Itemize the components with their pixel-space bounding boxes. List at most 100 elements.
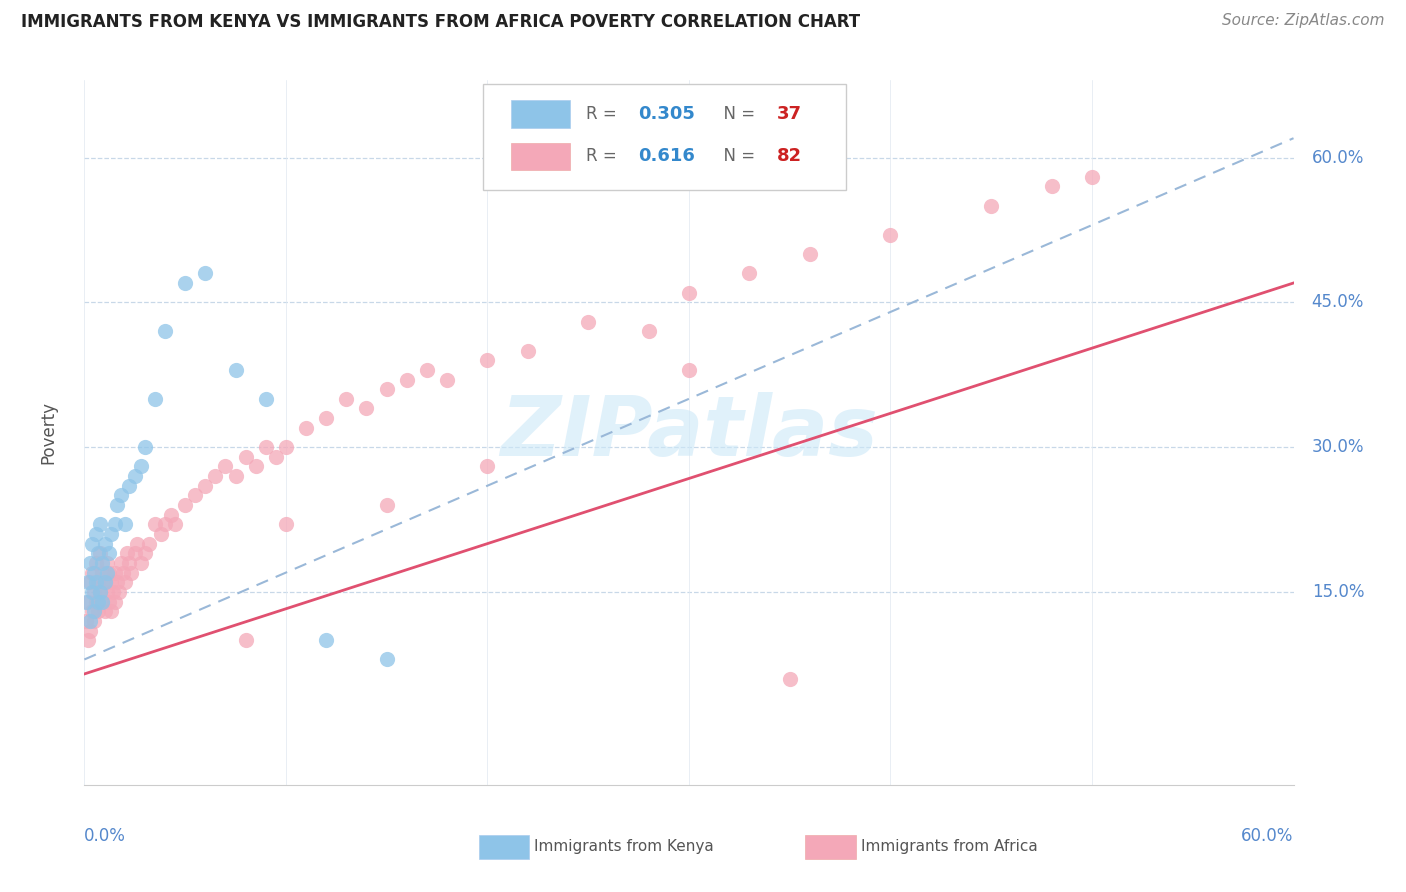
Point [134,440,156,454]
Point [79,556,101,570]
Text: Poverty: Poverty [39,401,58,464]
Point [738,266,761,280]
Point [91,556,114,570]
Point [225,469,247,483]
Point [235,633,257,648]
Text: 15.0%: 15.0% [1312,582,1364,601]
Text: IMMIGRANTS FROM KENYA VS IMMIGRANTS FROM AFRICA POVERTY CORRELATION CHART: IMMIGRANTS FROM KENYA VS IMMIGRANTS FROM… [21,13,860,31]
Point [110,556,132,570]
Text: N =: N = [713,147,761,165]
Text: 37: 37 [778,105,803,123]
Point [204,469,226,483]
Text: 0.0%: 0.0% [84,827,127,846]
Point [516,343,538,358]
Point [375,382,398,396]
Point [79,614,101,628]
Point [477,459,499,474]
Point [82,604,104,618]
Point [134,546,156,560]
Point [356,401,378,416]
Text: 45.0%: 45.0% [1312,293,1364,311]
Point [1040,179,1063,194]
Point [100,527,122,541]
Point [83,604,105,618]
Text: R =: R = [586,105,623,123]
Point [87,604,110,618]
Point [105,575,128,590]
Point [436,372,458,386]
Point [115,546,138,560]
Text: 30.0%: 30.0% [1312,438,1364,456]
Point [79,624,101,638]
Point [86,575,108,590]
Point [104,594,127,608]
Point [97,566,120,580]
Point [82,536,104,550]
Point [100,575,122,590]
Point [416,363,439,377]
Point [254,392,277,406]
Point [93,604,115,618]
Point [160,508,183,522]
Point [104,566,127,580]
Text: 0.305: 0.305 [638,105,695,123]
Point [77,575,100,590]
Point [129,459,152,474]
Point [125,536,148,550]
Point [93,536,115,550]
Point [477,353,499,368]
Point [89,546,111,560]
Point [799,247,821,261]
Point [184,488,207,502]
Point [87,594,110,608]
Point [375,652,398,666]
Point [153,517,176,532]
Text: 60.0%: 60.0% [1241,827,1294,846]
Point [245,459,267,474]
Point [335,392,357,406]
Point [274,517,297,532]
Point [576,315,599,329]
Point [105,498,128,512]
Point [129,556,152,570]
Point [375,498,398,512]
Text: R =: R = [586,147,623,165]
Point [225,363,247,377]
FancyBboxPatch shape [806,835,856,859]
FancyBboxPatch shape [484,84,846,189]
Point [315,633,337,648]
FancyBboxPatch shape [512,143,571,170]
Point [143,517,166,532]
Point [114,517,136,532]
Point [264,450,287,464]
Point [75,614,97,628]
Point [91,594,114,608]
Point [114,575,136,590]
Point [96,585,118,599]
Point [194,479,217,493]
Text: ZIPatlas: ZIPatlas [501,392,877,473]
Point [79,575,101,590]
Point [89,585,111,599]
Point [96,556,118,570]
FancyBboxPatch shape [512,101,571,128]
Point [235,450,257,464]
Text: Immigrants from Africa: Immigrants from Africa [860,839,1038,855]
Point [97,546,120,560]
Point [77,633,100,648]
Point [89,517,111,532]
Point [104,517,127,532]
Point [86,556,108,570]
Point [118,556,141,570]
Point [678,285,700,300]
Point [83,614,105,628]
Point [779,672,801,686]
Point [143,392,166,406]
Point [149,527,172,541]
Point [165,517,187,532]
Point [124,469,146,483]
Point [82,585,104,599]
Point [980,199,1002,213]
Point [111,566,134,580]
Point [100,604,122,618]
